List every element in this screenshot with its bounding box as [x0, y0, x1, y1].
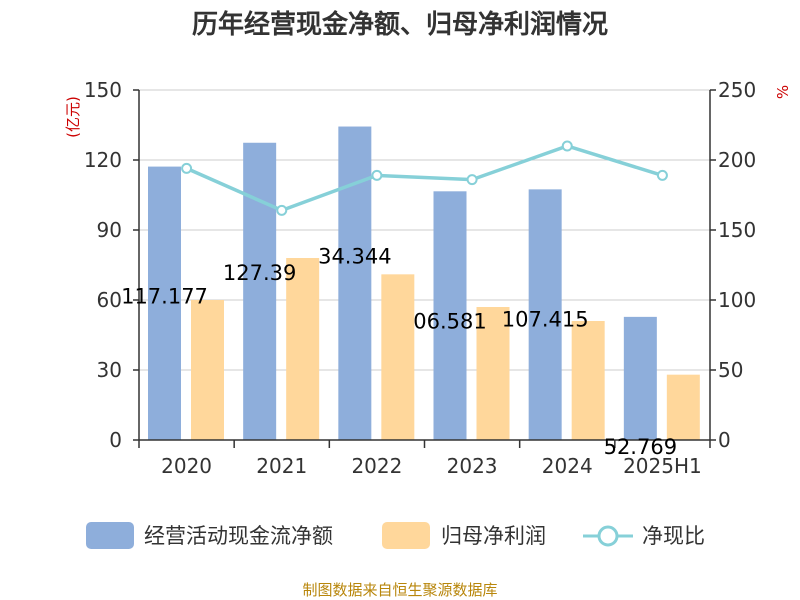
- right-axis-unit: %: [774, 85, 792, 99]
- data-label-cashflow: 52.769: [604, 435, 677, 459]
- x-tick-label: 2025H1: [623, 454, 702, 478]
- data-label-cashflow: 107.415: [502, 307, 589, 331]
- data-labels: 117.177 127.39 34.344 06.581 107.415 52.769: [121, 245, 677, 459]
- legend-marker-ratio: [597, 525, 619, 547]
- data-label-cashflow: 34.344: [318, 245, 391, 269]
- bar-netprofit: [666, 374, 700, 440]
- bar-cashflow: [148, 166, 181, 440]
- legend-label-netprofit: 归母净利润: [441, 524, 546, 548]
- ratio-point: [371, 169, 383, 181]
- x-tick-label: 2023: [447, 454, 498, 478]
- right-tick-label: 150: [718, 218, 756, 242]
- data-label-cashflow: 127.39: [223, 261, 296, 285]
- data-label-cashflow: 06.581: [413, 309, 486, 333]
- bar-netprofit: [476, 307, 510, 440]
- left-tick-label: 60: [97, 288, 122, 312]
- bar-cashflow: [243, 142, 277, 441]
- right-tick-label: 200: [718, 148, 756, 172]
- left-tick-label: 150: [84, 78, 122, 102]
- right-tick-label: 50: [718, 358, 743, 382]
- right-tick-label: 250: [718, 78, 756, 102]
- bar-netprofit: [381, 274, 415, 440]
- bar-cashflow: [623, 316, 657, 440]
- ratio-point: [181, 162, 193, 174]
- bar-netprofit: [286, 258, 320, 440]
- ratio-point: [561, 140, 573, 152]
- chart-title: 历年经营现金净额、归母净利润情况: [192, 9, 608, 40]
- legend-item-ratio[interactable]: 净现比: [583, 524, 705, 548]
- x-tick-label: 2021: [256, 454, 307, 478]
- bar-cashflow: [528, 189, 562, 440]
- legend-label-cashflow: 经营活动现金流净额: [144, 524, 333, 548]
- ratio-point: [466, 174, 478, 186]
- bars: [148, 126, 700, 441]
- right-tick-label: 0: [718, 428, 731, 452]
- ratio-point: [656, 169, 668, 181]
- x-tick-label: 2022: [351, 454, 402, 478]
- legend-label-ratio: 净现比: [642, 524, 705, 548]
- axes: 0 30 60 90 120 150 0 50 100 150 200 250 2020 2021 2022…: [84, 78, 756, 478]
- left-tick-label: 90: [97, 218, 122, 242]
- bar-cashflow: [338, 126, 372, 440]
- x-tick-label: 2024: [542, 454, 593, 478]
- source-note: 制图数据来自恒生聚源数据库: [302, 581, 497, 599]
- bar-netprofit: [571, 321, 605, 440]
- ratio-line-path: [185, 144, 663, 213]
- ratio-line: [181, 140, 668, 216]
- legend-item-cashflow[interactable]: 经营活动现金流净额: [86, 522, 333, 549]
- legend: 经营活动现金流净额 归母净利润 净现比: [86, 522, 705, 549]
- left-tick-label: 120: [84, 148, 122, 172]
- legend-item-netprofit[interactable]: 归母净利润: [382, 522, 546, 549]
- legend-swatch-netprofit: [382, 522, 430, 549]
- left-axis-unit: (亿元): [64, 96, 82, 138]
- data-label-cashflow: 117.177: [121, 285, 208, 309]
- right-tick-label: 100: [718, 288, 756, 312]
- bar-netprofit: [191, 300, 224, 440]
- bar-cashflow: [433, 191, 467, 440]
- ratio-point: [276, 204, 288, 216]
- left-tick-label: 0: [109, 428, 122, 452]
- left-tick-label: 30: [97, 358, 122, 382]
- legend-swatch-cashflow: [86, 522, 134, 549]
- x-tick-label: 2020: [161, 454, 212, 478]
